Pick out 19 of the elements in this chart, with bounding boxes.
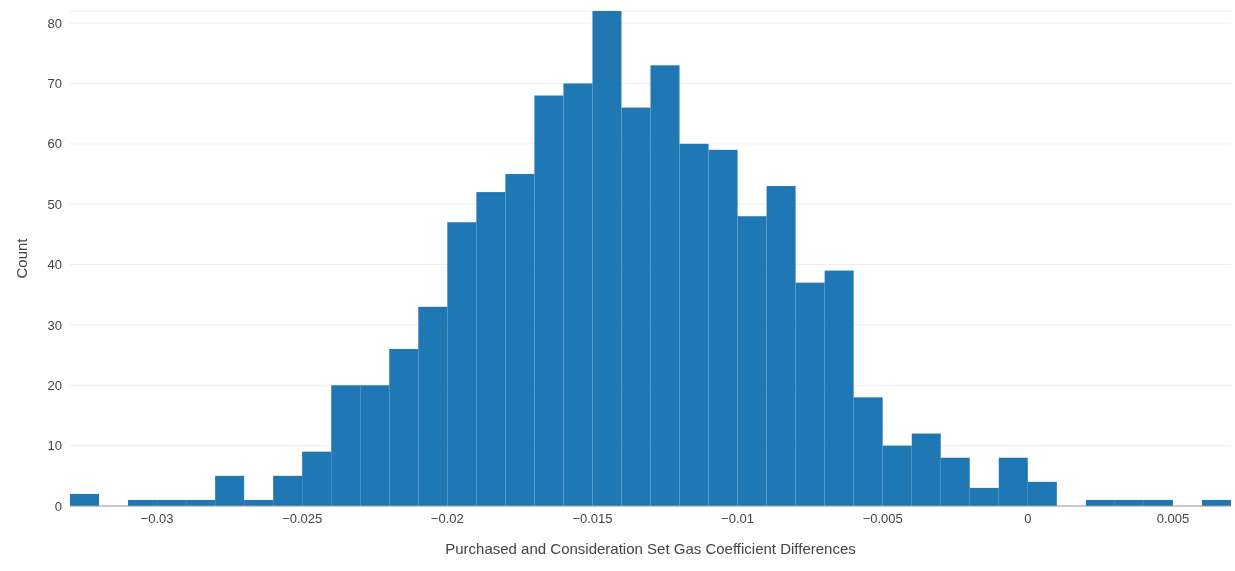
- x-axis-title: Purchased and Consideration Set Gas Coefficient Differences: [445, 540, 856, 557]
- x-tick-label: 0.005: [1156, 511, 1190, 527]
- y-tick-label: 0: [54, 498, 62, 514]
- x-tick-label: −0.01: [721, 511, 755, 527]
- y-tick-label: 50: [47, 196, 62, 212]
- x-tick-label: 0: [1024, 511, 1032, 527]
- y-tick-label: 60: [47, 136, 62, 152]
- x-tick-label: −0.005: [862, 511, 903, 527]
- x-tick-label: −0.03: [140, 511, 174, 527]
- x-tick-label: −0.015: [572, 511, 613, 527]
- x-tick-label: −0.025: [282, 511, 323, 527]
- y-tick-label: 80: [47, 15, 62, 31]
- x-tick-label: −0.02: [430, 511, 464, 527]
- y-axis-title: Count: [13, 237, 31, 279]
- y-tick-label: 10: [47, 438, 62, 454]
- y-tick-label: 40: [47, 257, 62, 273]
- y-tick-label: 30: [47, 317, 62, 333]
- y-tick-label: 70: [47, 76, 62, 92]
- y-tick-label: 20: [47, 377, 62, 393]
